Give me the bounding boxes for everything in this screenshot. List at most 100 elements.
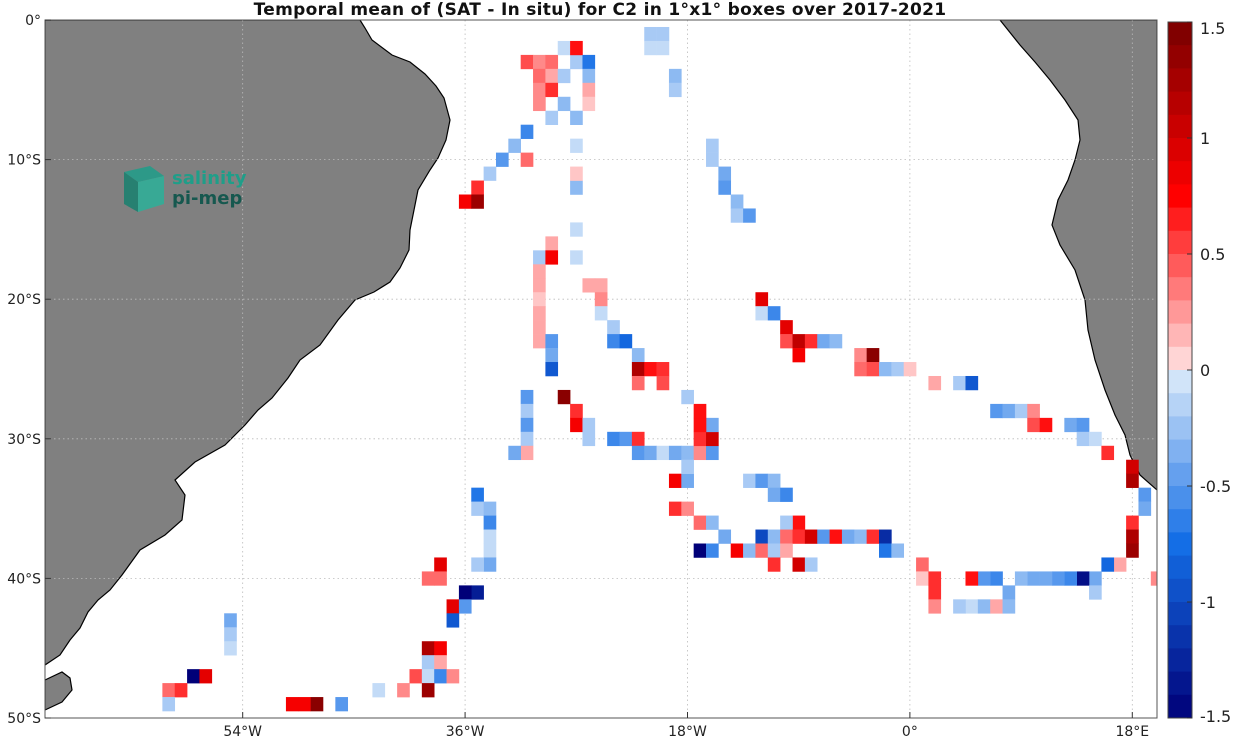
- grid-cell: [421, 669, 435, 684]
- grid-cell: [434, 557, 447, 572]
- grid-cell: [570, 138, 583, 153]
- grid-cell: [533, 334, 546, 349]
- grid-cell: [458, 194, 472, 209]
- salinity-pi-mep-logo: salinity pi-mep: [124, 166, 247, 212]
- grid-cell: [879, 529, 892, 544]
- colorbar-tick-label: -1: [1200, 593, 1216, 612]
- grid-cell: [767, 543, 781, 558]
- grid-cell: [879, 362, 892, 377]
- x-tick-label: 18°W: [668, 724, 707, 740]
- grid-cell: [718, 180, 732, 195]
- map-title: Temporal mean of (SAT - In situ) for C2 …: [253, 0, 947, 20]
- y-tick-label: 10°S: [7, 153, 41, 169]
- grid-cell: [520, 152, 534, 167]
- grid-cell: [162, 683, 176, 698]
- y-tick-label: 50°S: [7, 711, 41, 727]
- grid-cell: [668, 473, 682, 488]
- colorbar-segment: [1168, 138, 1192, 162]
- grid-cell: [520, 445, 534, 461]
- grid-cell: [755, 292, 769, 307]
- grid-cell: [520, 389, 534, 405]
- grid-cell: [693, 515, 707, 530]
- grid-cell: [928, 571, 942, 586]
- grid-cell: [928, 375, 942, 391]
- grid-cell: [520, 403, 534, 419]
- grid-cell: [743, 473, 756, 488]
- grid-cell: [557, 40, 571, 56]
- colorbar-segment: [1168, 578, 1192, 603]
- grid-cell: [1126, 515, 1139, 530]
- grid-cell: [557, 389, 571, 405]
- grid-cell: [582, 82, 596, 98]
- grid-cell: [1002, 403, 1016, 419]
- grid-cell: [829, 334, 843, 349]
- x-tick-label: 54°W: [223, 724, 262, 740]
- grid-cell: [804, 557, 818, 572]
- grid-cell: [953, 599, 966, 614]
- x-tick-label: 36°W: [446, 724, 485, 740]
- grid-cell: [471, 585, 484, 600]
- colorbar-segment: [1168, 555, 1192, 580]
- grid-cell: [1076, 417, 1090, 433]
- grid-cell: [570, 417, 583, 433]
- grid-cell: [533, 278, 546, 293]
- grid-cell: [1002, 599, 1016, 614]
- grid-cell: [1101, 445, 1115, 461]
- logo-text-line1: salinity: [172, 168, 247, 189]
- grid-cell: [1039, 571, 1053, 586]
- grid-cell: [644, 40, 657, 56]
- colorbar-segment: [1168, 161, 1192, 185]
- grid-cell: [483, 557, 497, 572]
- grid-cell: [792, 348, 806, 363]
- grid-cell: [520, 431, 534, 447]
- grid-cell: [706, 152, 719, 167]
- grid-cell: [594, 292, 608, 307]
- grid-cell: [767, 557, 781, 572]
- grid-cell: [693, 543, 707, 558]
- colorbar-segment: [1168, 625, 1192, 649]
- grid-cell: [533, 292, 546, 307]
- grid-cell: [780, 320, 793, 335]
- grid-cell: [656, 362, 670, 377]
- grid-cell: [570, 250, 583, 265]
- grid-cell: [508, 445, 521, 461]
- x-tick-label: 18°E: [1115, 724, 1149, 740]
- grid-cell: [1051, 571, 1065, 586]
- y-tick-label: 40°S: [7, 571, 41, 587]
- colorbar-segment: [1168, 648, 1192, 672]
- grid-cell: [866, 529, 880, 544]
- grid-cell: [1126, 543, 1139, 558]
- grid-cell: [533, 306, 546, 321]
- grid-cell: [545, 334, 559, 349]
- grid-cell: [817, 334, 830, 349]
- grid-cell: [1138, 487, 1152, 502]
- grid-cell: [1014, 403, 1028, 419]
- colorbar-segment: [1168, 300, 1192, 324]
- colorbar-tick-label: 1.5: [1200, 19, 1225, 38]
- grid-cell: [656, 445, 670, 461]
- grid-cell: [1064, 571, 1077, 586]
- grid-cell: [780, 543, 793, 558]
- grid-cell: [1014, 571, 1028, 586]
- y-tick-label: 30°S: [7, 432, 41, 448]
- grid-cell: [458, 585, 472, 600]
- grid-cell: [471, 194, 484, 209]
- grid-cell: [681, 459, 694, 474]
- colorbar-segment: [1168, 439, 1192, 464]
- grid-cell: [854, 529, 867, 544]
- grid-cell: [533, 96, 546, 112]
- grid-cell: [706, 515, 719, 530]
- grid-cell: [780, 487, 793, 502]
- grid-cell: [804, 334, 818, 349]
- grid-cell: [570, 40, 583, 56]
- grid-cell: [520, 54, 534, 70]
- colorbar-segment: [1168, 602, 1192, 626]
- grid-cell: [718, 166, 732, 181]
- grid-cell: [706, 138, 719, 153]
- logo-cube-icon: [124, 166, 164, 212]
- grid-cell: [1101, 557, 1115, 572]
- grid-cell: [644, 26, 657, 42]
- grid-cell: [990, 599, 1003, 614]
- grid-cell: [965, 599, 979, 614]
- colorbar-segment: [1168, 509, 1192, 533]
